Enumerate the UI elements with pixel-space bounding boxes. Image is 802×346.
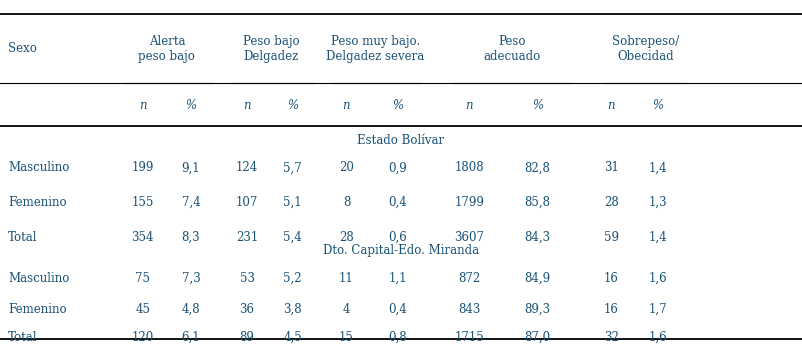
Text: n: n xyxy=(342,99,350,112)
Text: 1,1: 1,1 xyxy=(388,272,407,285)
Text: %: % xyxy=(185,99,196,112)
Text: n: n xyxy=(607,99,615,112)
Text: 0,9: 0,9 xyxy=(388,161,407,174)
Text: Peso
adecuado: Peso adecuado xyxy=(483,35,541,63)
Text: 8,3: 8,3 xyxy=(181,230,200,244)
Text: Peso muy bajo.
Delgadez severa: Peso muy bajo. Delgadez severa xyxy=(326,35,424,63)
Text: 843: 843 xyxy=(458,303,480,316)
Text: 7,4: 7,4 xyxy=(181,196,200,209)
Text: 89,3: 89,3 xyxy=(525,303,550,316)
Text: %: % xyxy=(392,99,403,112)
Text: 16: 16 xyxy=(604,303,618,316)
Text: 1,3: 1,3 xyxy=(648,196,667,209)
Text: 53: 53 xyxy=(240,272,254,285)
Text: 3,8: 3,8 xyxy=(283,303,302,316)
Text: 59: 59 xyxy=(604,230,618,244)
Text: 20: 20 xyxy=(339,161,354,174)
Text: 354: 354 xyxy=(132,230,154,244)
Text: 82,8: 82,8 xyxy=(525,161,550,174)
Text: 5,1: 5,1 xyxy=(283,196,302,209)
Text: 124: 124 xyxy=(236,161,258,174)
Text: 1799: 1799 xyxy=(454,196,484,209)
Text: n: n xyxy=(465,99,473,112)
Text: Sexo: Sexo xyxy=(8,42,37,55)
Text: 85,8: 85,8 xyxy=(525,196,550,209)
Text: 4,5: 4,5 xyxy=(283,331,302,344)
Text: 8: 8 xyxy=(342,196,350,209)
Text: 9,1: 9,1 xyxy=(181,161,200,174)
Text: 0,6: 0,6 xyxy=(388,230,407,244)
Text: Dto. Capital-Edo. Miranda: Dto. Capital-Edo. Miranda xyxy=(323,244,479,257)
Text: 15: 15 xyxy=(339,331,354,344)
Text: 4: 4 xyxy=(342,303,350,316)
Text: 5,2: 5,2 xyxy=(283,272,302,285)
Text: n: n xyxy=(243,99,251,112)
Text: %: % xyxy=(652,99,663,112)
Text: 28: 28 xyxy=(339,230,354,244)
Text: %: % xyxy=(532,99,543,112)
Text: 1,7: 1,7 xyxy=(648,303,667,316)
Text: 45: 45 xyxy=(136,303,150,316)
Text: 5,4: 5,4 xyxy=(283,230,302,244)
Text: 0,8: 0,8 xyxy=(388,331,407,344)
Text: 3607: 3607 xyxy=(454,230,484,244)
Text: Masculino: Masculino xyxy=(8,272,70,285)
Text: 107: 107 xyxy=(236,196,258,209)
Text: 1,6: 1,6 xyxy=(648,331,667,344)
Text: 1808: 1808 xyxy=(455,161,484,174)
Text: Estado Bolívar: Estado Bolívar xyxy=(358,134,444,147)
Text: 6,1: 6,1 xyxy=(181,331,200,344)
Text: Alerta
peso bajo: Alerta peso bajo xyxy=(139,35,195,63)
Text: 16: 16 xyxy=(604,272,618,285)
Text: Masculino: Masculino xyxy=(8,161,70,174)
Text: Total: Total xyxy=(8,331,38,344)
Text: Femenino: Femenino xyxy=(8,196,67,209)
Text: 84,3: 84,3 xyxy=(525,230,550,244)
Text: %: % xyxy=(287,99,298,112)
Text: 89: 89 xyxy=(240,331,254,344)
Text: 231: 231 xyxy=(236,230,258,244)
Text: 1,6: 1,6 xyxy=(648,272,667,285)
Text: 84,9: 84,9 xyxy=(525,272,550,285)
Text: 5,7: 5,7 xyxy=(283,161,302,174)
Text: 4,8: 4,8 xyxy=(181,303,200,316)
Text: 0,4: 0,4 xyxy=(388,303,407,316)
Text: 87,0: 87,0 xyxy=(525,331,550,344)
Text: 28: 28 xyxy=(604,196,618,209)
Text: 1715: 1715 xyxy=(454,331,484,344)
Text: 155: 155 xyxy=(132,196,154,209)
Text: Peso bajo
Delgadez: Peso bajo Delgadez xyxy=(243,35,299,63)
Text: n: n xyxy=(139,99,147,112)
Text: 36: 36 xyxy=(240,303,254,316)
Text: 7,3: 7,3 xyxy=(181,272,200,285)
Text: 75: 75 xyxy=(136,272,150,285)
Text: Femenino: Femenino xyxy=(8,303,67,316)
Text: 0,4: 0,4 xyxy=(388,196,407,209)
Text: 872: 872 xyxy=(458,272,480,285)
Text: 120: 120 xyxy=(132,331,154,344)
Text: 32: 32 xyxy=(604,331,618,344)
Text: 199: 199 xyxy=(132,161,154,174)
Text: 1,4: 1,4 xyxy=(648,161,667,174)
Text: 31: 31 xyxy=(604,161,618,174)
Text: Sobrepeso/
Obесidad: Sobrepeso/ Obесidad xyxy=(612,35,679,63)
Text: 11: 11 xyxy=(339,272,354,285)
Text: 1,4: 1,4 xyxy=(648,230,667,244)
Text: Total: Total xyxy=(8,230,38,244)
